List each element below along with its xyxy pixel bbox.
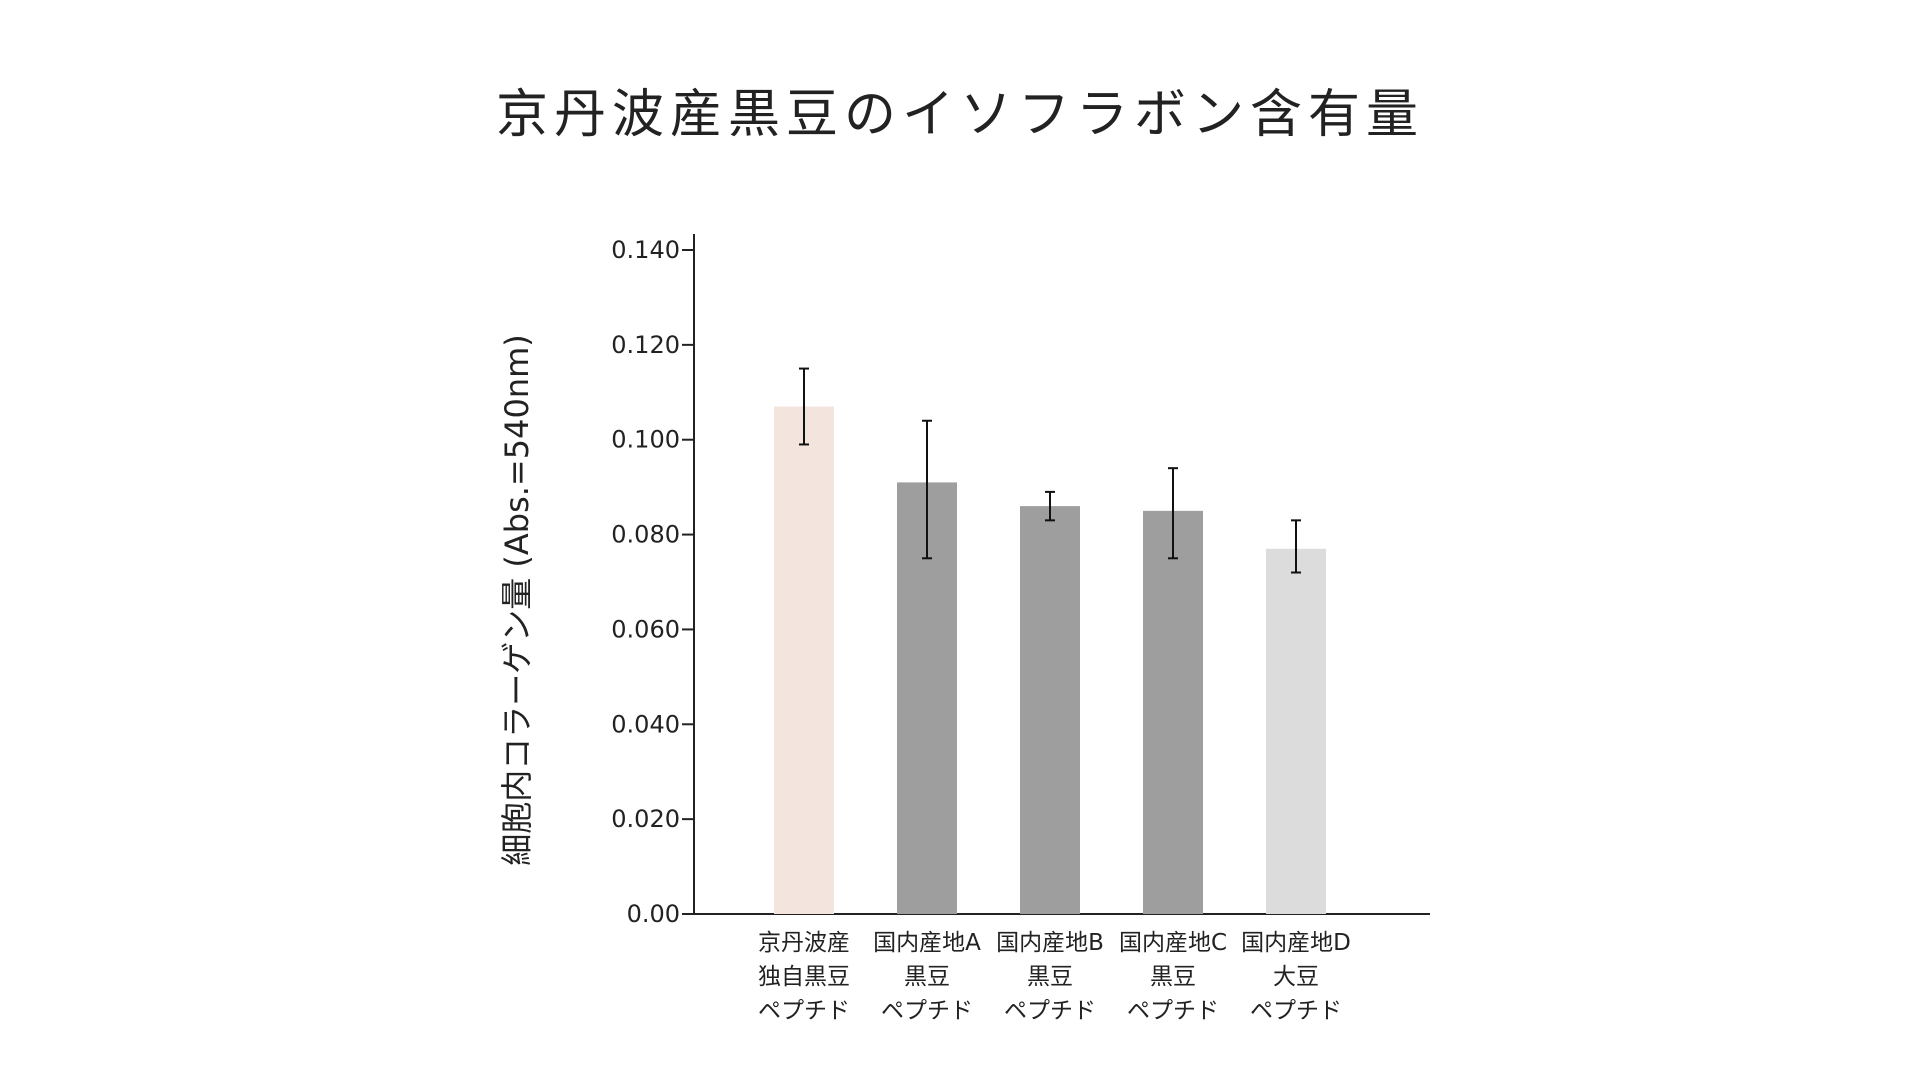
x-category-label-line: ペプチド [758, 998, 850, 1024]
x-category-label-line: 黒豆 [1150, 964, 1196, 990]
y-tick-label: 0.120 [611, 331, 680, 359]
x-category-label-line: 独自黒豆 [758, 964, 850, 990]
x-category-label-line: ペプチド [1250, 998, 1342, 1024]
x-category-label-line: 国内産地A [873, 930, 981, 956]
x-category-label-line: ペプチド [881, 998, 973, 1024]
y-tick-label: 0.080 [611, 521, 680, 549]
x-category-label-line: 大豆 [1273, 964, 1319, 990]
bar [1143, 510, 1203, 914]
x-category-label-line: ペプチド [1004, 998, 1096, 1024]
x-category-label: 京丹波産独自黒豆ペプチド [734, 926, 874, 1028]
y-ticks: 0.00 0.020 0.040 0.060 0.080 0.100 0.120 0.140 [611, 236, 694, 928]
y-tick-label: 0.00 [627, 900, 680, 928]
bar [1266, 548, 1326, 914]
x-category-label-line: 黒豆 [1027, 964, 1073, 990]
y-axis-label: 細胞内コラーゲン量 (Abs.=540nm) [498, 334, 536, 866]
bars [774, 406, 1326, 914]
y-tick-label: 0.060 [611, 615, 680, 643]
y-tick-label: 0.020 [611, 805, 680, 833]
x-category-label: 国内産地C 黒豆ペプチド [1103, 926, 1243, 1028]
chart-title: 京丹波産黒豆のイソフラボン含有量 [495, 85, 1424, 145]
x-category-label-line: 国内産地B [996, 930, 1104, 956]
x-category-label-line: 京丹波産 [758, 930, 850, 956]
x-category-label-line: 国内産地D [1241, 930, 1351, 956]
x-category-label-line: 黒豆 [904, 964, 950, 990]
error-bars [799, 367, 1301, 574]
x-category-label: 国内産地B 黒豆ペプチド [980, 926, 1120, 1028]
x-category-label-line: 国内産地C [1118, 930, 1228, 956]
y-tick-label: 0.040 [611, 710, 680, 738]
y-tick-label: 0.140 [611, 236, 680, 264]
x-category-label: 国内産地A 黒豆ペプチド [857, 926, 997, 1028]
bar [1020, 506, 1080, 914]
y-tick-label: 0.100 [611, 426, 680, 454]
bar [774, 406, 834, 914]
x-category-label-line: ペプチド [1127, 998, 1219, 1024]
x-category-label: 国内産地D 大豆ペプチド [1226, 926, 1366, 1028]
